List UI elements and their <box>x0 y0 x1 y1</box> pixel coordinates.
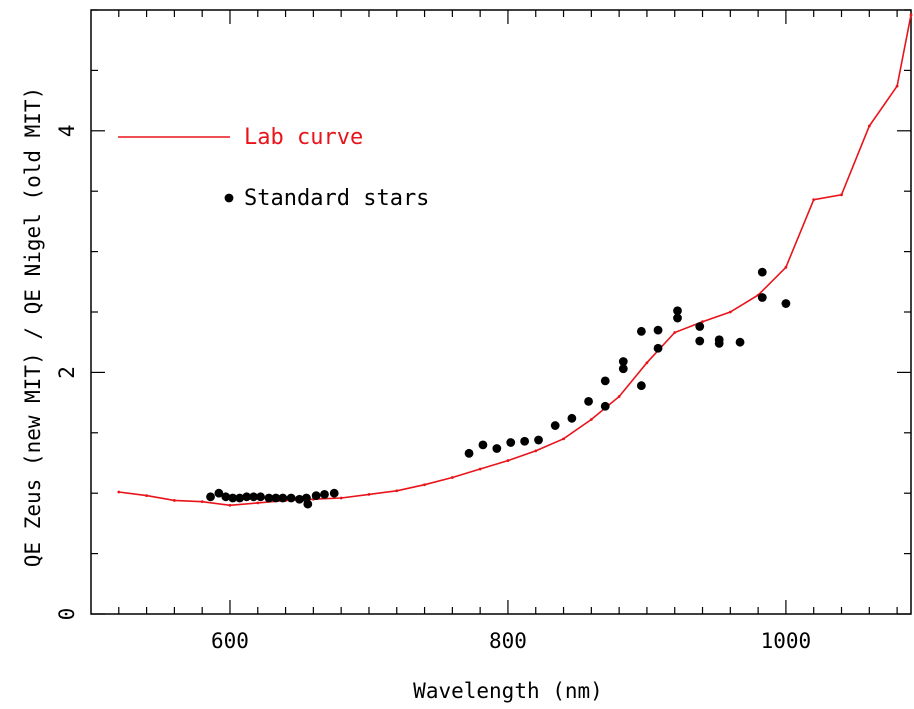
legend-stars-label: Standard stars <box>244 186 429 211</box>
lab-curve-point <box>506 459 510 462</box>
lab-curve-point <box>895 84 899 88</box>
star-point <box>673 313 682 323</box>
star-point <box>221 492 231 502</box>
star-point <box>264 493 274 503</box>
x-tick-label: 800 <box>489 629 527 653</box>
star-point <box>206 492 215 502</box>
star-point <box>673 306 682 316</box>
star-point <box>464 448 474 458</box>
lab-curve-point <box>617 395 621 398</box>
lab-curve-point <box>701 320 704 324</box>
star-point <box>735 337 745 347</box>
lab-curve-point <box>395 489 399 493</box>
legend-lab-curve-label: Lab curve <box>244 125 363 150</box>
lab-curve-point <box>172 499 176 502</box>
star-point <box>618 364 628 374</box>
star-point <box>249 492 259 502</box>
star-point <box>520 436 530 446</box>
star-point <box>550 421 560 430</box>
axis-ticks <box>91 9 911 615</box>
lab-curve-point <box>840 193 843 197</box>
y-tick-label: 2 <box>55 366 79 379</box>
star-point <box>534 435 543 445</box>
star-point <box>329 488 339 498</box>
y-tick-label: 4 <box>55 124 79 137</box>
star-point <box>228 493 238 503</box>
star-point <box>695 322 705 331</box>
lab-curve-line <box>118 14 912 507</box>
star-point <box>214 488 224 498</box>
lab-curve-point <box>728 310 732 314</box>
lab-curve-point <box>367 493 371 496</box>
lab-curve-point <box>673 331 677 334</box>
lab-curve-point <box>562 437 565 441</box>
lab-curve-point <box>339 496 343 500</box>
x-tick-label: 600 <box>211 629 249 653</box>
legend-stars-marker <box>224 193 234 203</box>
star-point <box>256 492 265 502</box>
star-point <box>567 413 577 423</box>
star-point <box>478 440 488 450</box>
star-point <box>636 381 646 391</box>
star-point <box>653 325 663 335</box>
x-tick-label: 1000 <box>761 629 812 653</box>
lab-curve-point <box>784 265 788 269</box>
star-point <box>320 490 329 499</box>
lab-curve-point <box>450 476 454 479</box>
star-point <box>636 326 646 336</box>
lab-curve-point <box>478 467 482 471</box>
axis-tick-labels: 600 800 1000 0 2 4 <box>55 124 811 653</box>
star-point <box>618 357 628 366</box>
star-point <box>714 339 724 348</box>
star-point <box>757 293 767 302</box>
star-point <box>492 444 502 453</box>
lab-curve-point <box>534 449 538 453</box>
lab-curve-point <box>117 490 121 494</box>
star-point <box>311 491 321 501</box>
lab-curve-point <box>867 124 871 128</box>
lab-curve-point <box>256 501 260 505</box>
star-point <box>600 376 610 386</box>
legend: Lab curve Standard stars <box>118 125 429 211</box>
star-point <box>653 343 663 353</box>
star-point <box>235 493 245 503</box>
plot-frame <box>90 9 912 615</box>
lab-curve-point <box>228 503 232 507</box>
star-point <box>781 299 791 308</box>
plot-area <box>117 13 913 509</box>
star-point <box>295 494 304 504</box>
lab-curve-point <box>200 500 204 504</box>
x-axis-label: Wavelength (nm) <box>413 679 603 703</box>
lab-curve-point <box>909 13 913 17</box>
lab-curve-point <box>423 483 426 487</box>
lab-curve-point <box>145 494 148 498</box>
lab-curve-point <box>645 361 649 365</box>
star-point <box>757 267 767 277</box>
star-point <box>286 493 296 503</box>
star-point <box>600 401 610 411</box>
star-point <box>303 499 313 509</box>
lab-curve-point <box>812 198 816 202</box>
star-point <box>271 493 281 503</box>
star-point <box>278 493 288 503</box>
y-axis-label: QE Zeus (new MIT) / QE Nigel (old MIT) <box>21 87 45 567</box>
lab-curve-point <box>589 418 593 421</box>
star-point <box>506 438 516 447</box>
star-point <box>695 336 705 346</box>
star-point <box>584 396 593 406</box>
star-point <box>242 492 252 502</box>
y-tick-label: 0 <box>55 608 79 621</box>
